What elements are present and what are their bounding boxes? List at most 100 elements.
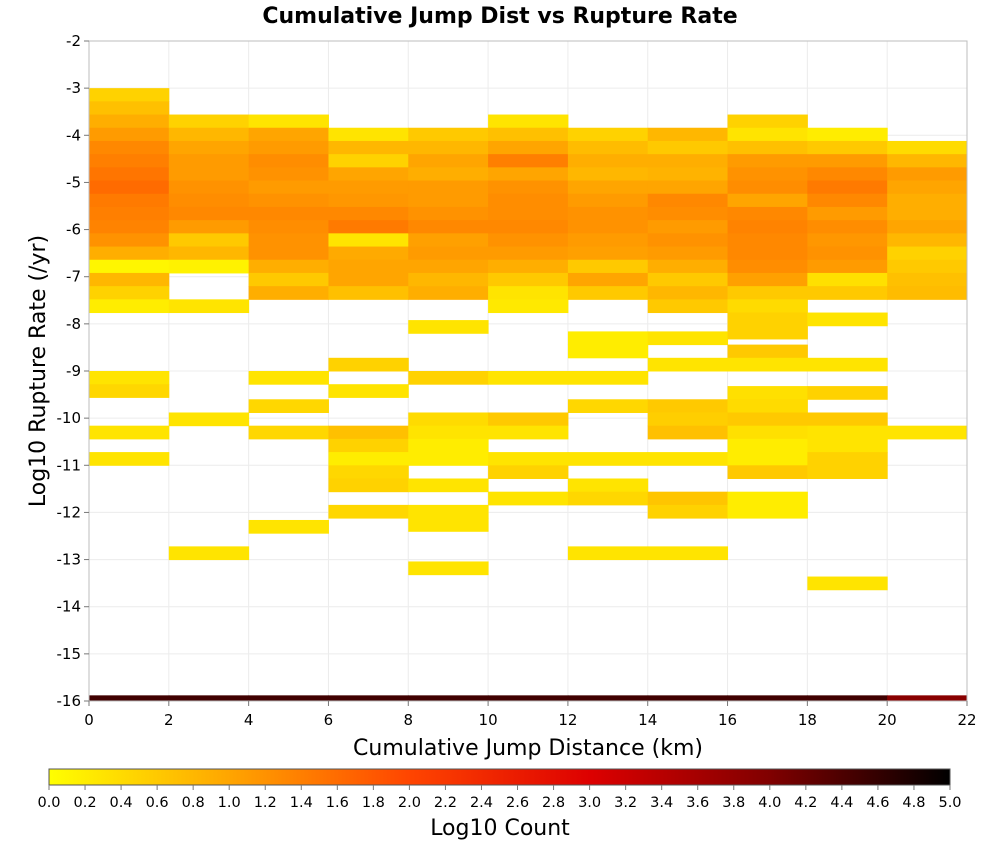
y-tick-label: -14 (57, 598, 82, 616)
y-tick-label: -4 (66, 126, 81, 144)
heatmap-cell (807, 452, 888, 466)
heatmap-cell (567, 154, 649, 168)
heatmap-cell (807, 465, 888, 479)
heatmap-cell (328, 478, 409, 493)
heatmap-cell (807, 206, 888, 221)
heatmap-cell (727, 438, 808, 453)
heatmap-cell (567, 399, 649, 413)
y-tick-label: -3 (66, 79, 81, 97)
heatmap-cell (647, 546, 729, 561)
heatmap-cell (887, 206, 968, 221)
heatmap-cell (727, 206, 808, 221)
heatmap-cell (328, 357, 409, 372)
heatmap-cell (488, 154, 569, 168)
heatmap-cell (408, 518, 489, 532)
heatmap-cell (89, 206, 170, 221)
heatmap-cell (488, 220, 569, 234)
chart-title: Cumulative Jump Dist vs Rupture Rate (262, 4, 737, 29)
colorbar-tick-label: 3.6 (686, 795, 709, 811)
colorbar-tick-label: 3.8 (722, 795, 745, 811)
heatmap-cell (807, 312, 888, 327)
heatmap-cell (727, 140, 808, 155)
heatmap-cell (488, 233, 569, 248)
heatmap-cell (887, 154, 968, 168)
heatmap-cell (727, 465, 808, 479)
heatmap-cell (647, 412, 729, 427)
heatmap-cell (647, 140, 729, 155)
colorbar-tick-label: 3.2 (614, 795, 637, 811)
heatmap-cell (647, 272, 729, 287)
heatmap-cell (647, 154, 729, 168)
heatmap-cell (807, 233, 888, 248)
heatmap-cell (328, 465, 409, 479)
heatmap-cell (248, 286, 329, 300)
heatmap-cell (89, 286, 170, 300)
heatmap-cell (887, 193, 968, 208)
colorbar-tick-label: 0.2 (74, 795, 97, 811)
heatmap-cell (168, 206, 250, 221)
x-tick-label: 16 (718, 711, 737, 729)
heatmap-cell (727, 491, 808, 506)
heatmap-cell (408, 140, 489, 155)
heatmap-cell (647, 357, 729, 372)
colorbar-tick-label: 3.0 (578, 795, 601, 811)
heatmap-cell (248, 167, 329, 182)
heatmap-cell (727, 167, 808, 182)
x-tick-label: 18 (798, 711, 817, 729)
y-tick-label: -12 (57, 503, 82, 521)
heatmap-cell (168, 546, 250, 561)
heatmap-cell (168, 154, 250, 168)
colorbar-tick-label: 0.4 (110, 795, 133, 811)
heatmap-cell (248, 154, 329, 168)
heatmap-cell (807, 193, 888, 208)
heatmap-cell (567, 180, 649, 195)
heatmap-cell (488, 167, 569, 182)
heatmap-cell (168, 259, 250, 274)
heatmap-cell (488, 259, 569, 274)
heatmap-cell (727, 695, 808, 701)
heatmap-cell (328, 167, 409, 182)
heatmap-cell (408, 272, 489, 287)
heatmap-cell (887, 286, 968, 300)
heatmap-cell (647, 246, 729, 261)
heatmap-cell (328, 193, 409, 208)
heatmap-cell (567, 127, 649, 142)
heatmap-cell (168, 246, 250, 261)
x-axis-label: Cumulative Jump Distance (km) (353, 736, 703, 761)
heatmap-cell (647, 452, 729, 466)
heatmap-cell (488, 465, 569, 479)
heatmap-cell (168, 193, 250, 208)
heatmap-cell (567, 206, 649, 221)
colorbar-tick-label: 4.0 (758, 795, 781, 811)
heatmap-cell (89, 384, 170, 398)
heatmap-cell (567, 371, 649, 385)
heatmap-cell (647, 127, 729, 142)
heatmap-cell (408, 412, 489, 427)
y-axis-label: Log10 Rupture Rate (/yr) (26, 235, 51, 507)
heatmap-cell (567, 246, 649, 261)
heatmap-cell (328, 127, 409, 142)
y-tick-label: -8 (66, 315, 81, 333)
heatmap-cell (887, 259, 968, 274)
heatmap-cell (89, 299, 170, 314)
heatmap-cell (647, 286, 729, 300)
heatmap-cell (328, 286, 409, 300)
heatmap-cell (887, 272, 968, 287)
heatmap-cell (887, 220, 968, 234)
heatmap-cell (168, 412, 250, 427)
heatmap-cell (567, 193, 649, 208)
heatmap-cell (887, 695, 968, 701)
heatmap-cell (727, 504, 808, 519)
colorbar-tick-label: 2.4 (470, 795, 493, 811)
x-tick-label: 20 (878, 711, 897, 729)
heatmap-cell (89, 425, 170, 440)
colorbar-tick-label: 4.2 (794, 795, 817, 811)
heatmap-cell (807, 154, 888, 168)
y-tick-label: -6 (66, 221, 81, 239)
heatmap-cell (328, 695, 409, 701)
heatmap-cell (567, 695, 649, 701)
heatmap-cell (328, 384, 409, 398)
heatmap-cell (408, 167, 489, 182)
heatmap-cell (727, 114, 808, 129)
